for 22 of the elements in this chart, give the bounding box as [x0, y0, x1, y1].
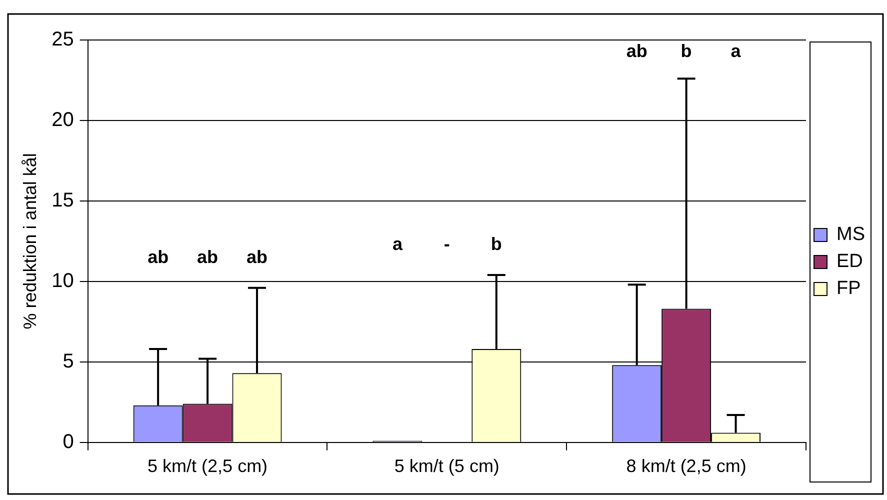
y-tick-label: 5 — [62, 350, 74, 372]
y-tick-label: 20 — [52, 108, 74, 131]
legend-label: MS — [836, 224, 865, 246]
legend-label: FP — [836, 278, 861, 300]
y-tick-label: 15 — [52, 189, 74, 212]
annotation: b — [680, 40, 692, 61]
y-tick-label: 0 — [62, 430, 74, 453]
annotation: - — [444, 234, 450, 254]
annotation: ab — [197, 246, 218, 267]
x-tick-label: 8 km/t (2,5 cm) — [626, 456, 746, 476]
x-tick-label: 5 km/t (5 cm) — [394, 456, 500, 476]
y-axis-title: % reduktion i antal kål — [20, 153, 40, 330]
x-tick-label: 5 km/t (2,5 cm) — [148, 456, 268, 476]
y-tick-label: 25 — [52, 28, 74, 51]
legend-label: ED — [836, 251, 863, 272]
annotation: ab — [246, 246, 268, 267]
annotation: b — [490, 234, 502, 254]
annotation: ab — [148, 246, 169, 267]
y-tick-label: 10 — [52, 270, 74, 292]
annotation: a — [392, 234, 404, 254]
annotation: a — [730, 40, 742, 61]
annotation: ab — [626, 40, 648, 61]
